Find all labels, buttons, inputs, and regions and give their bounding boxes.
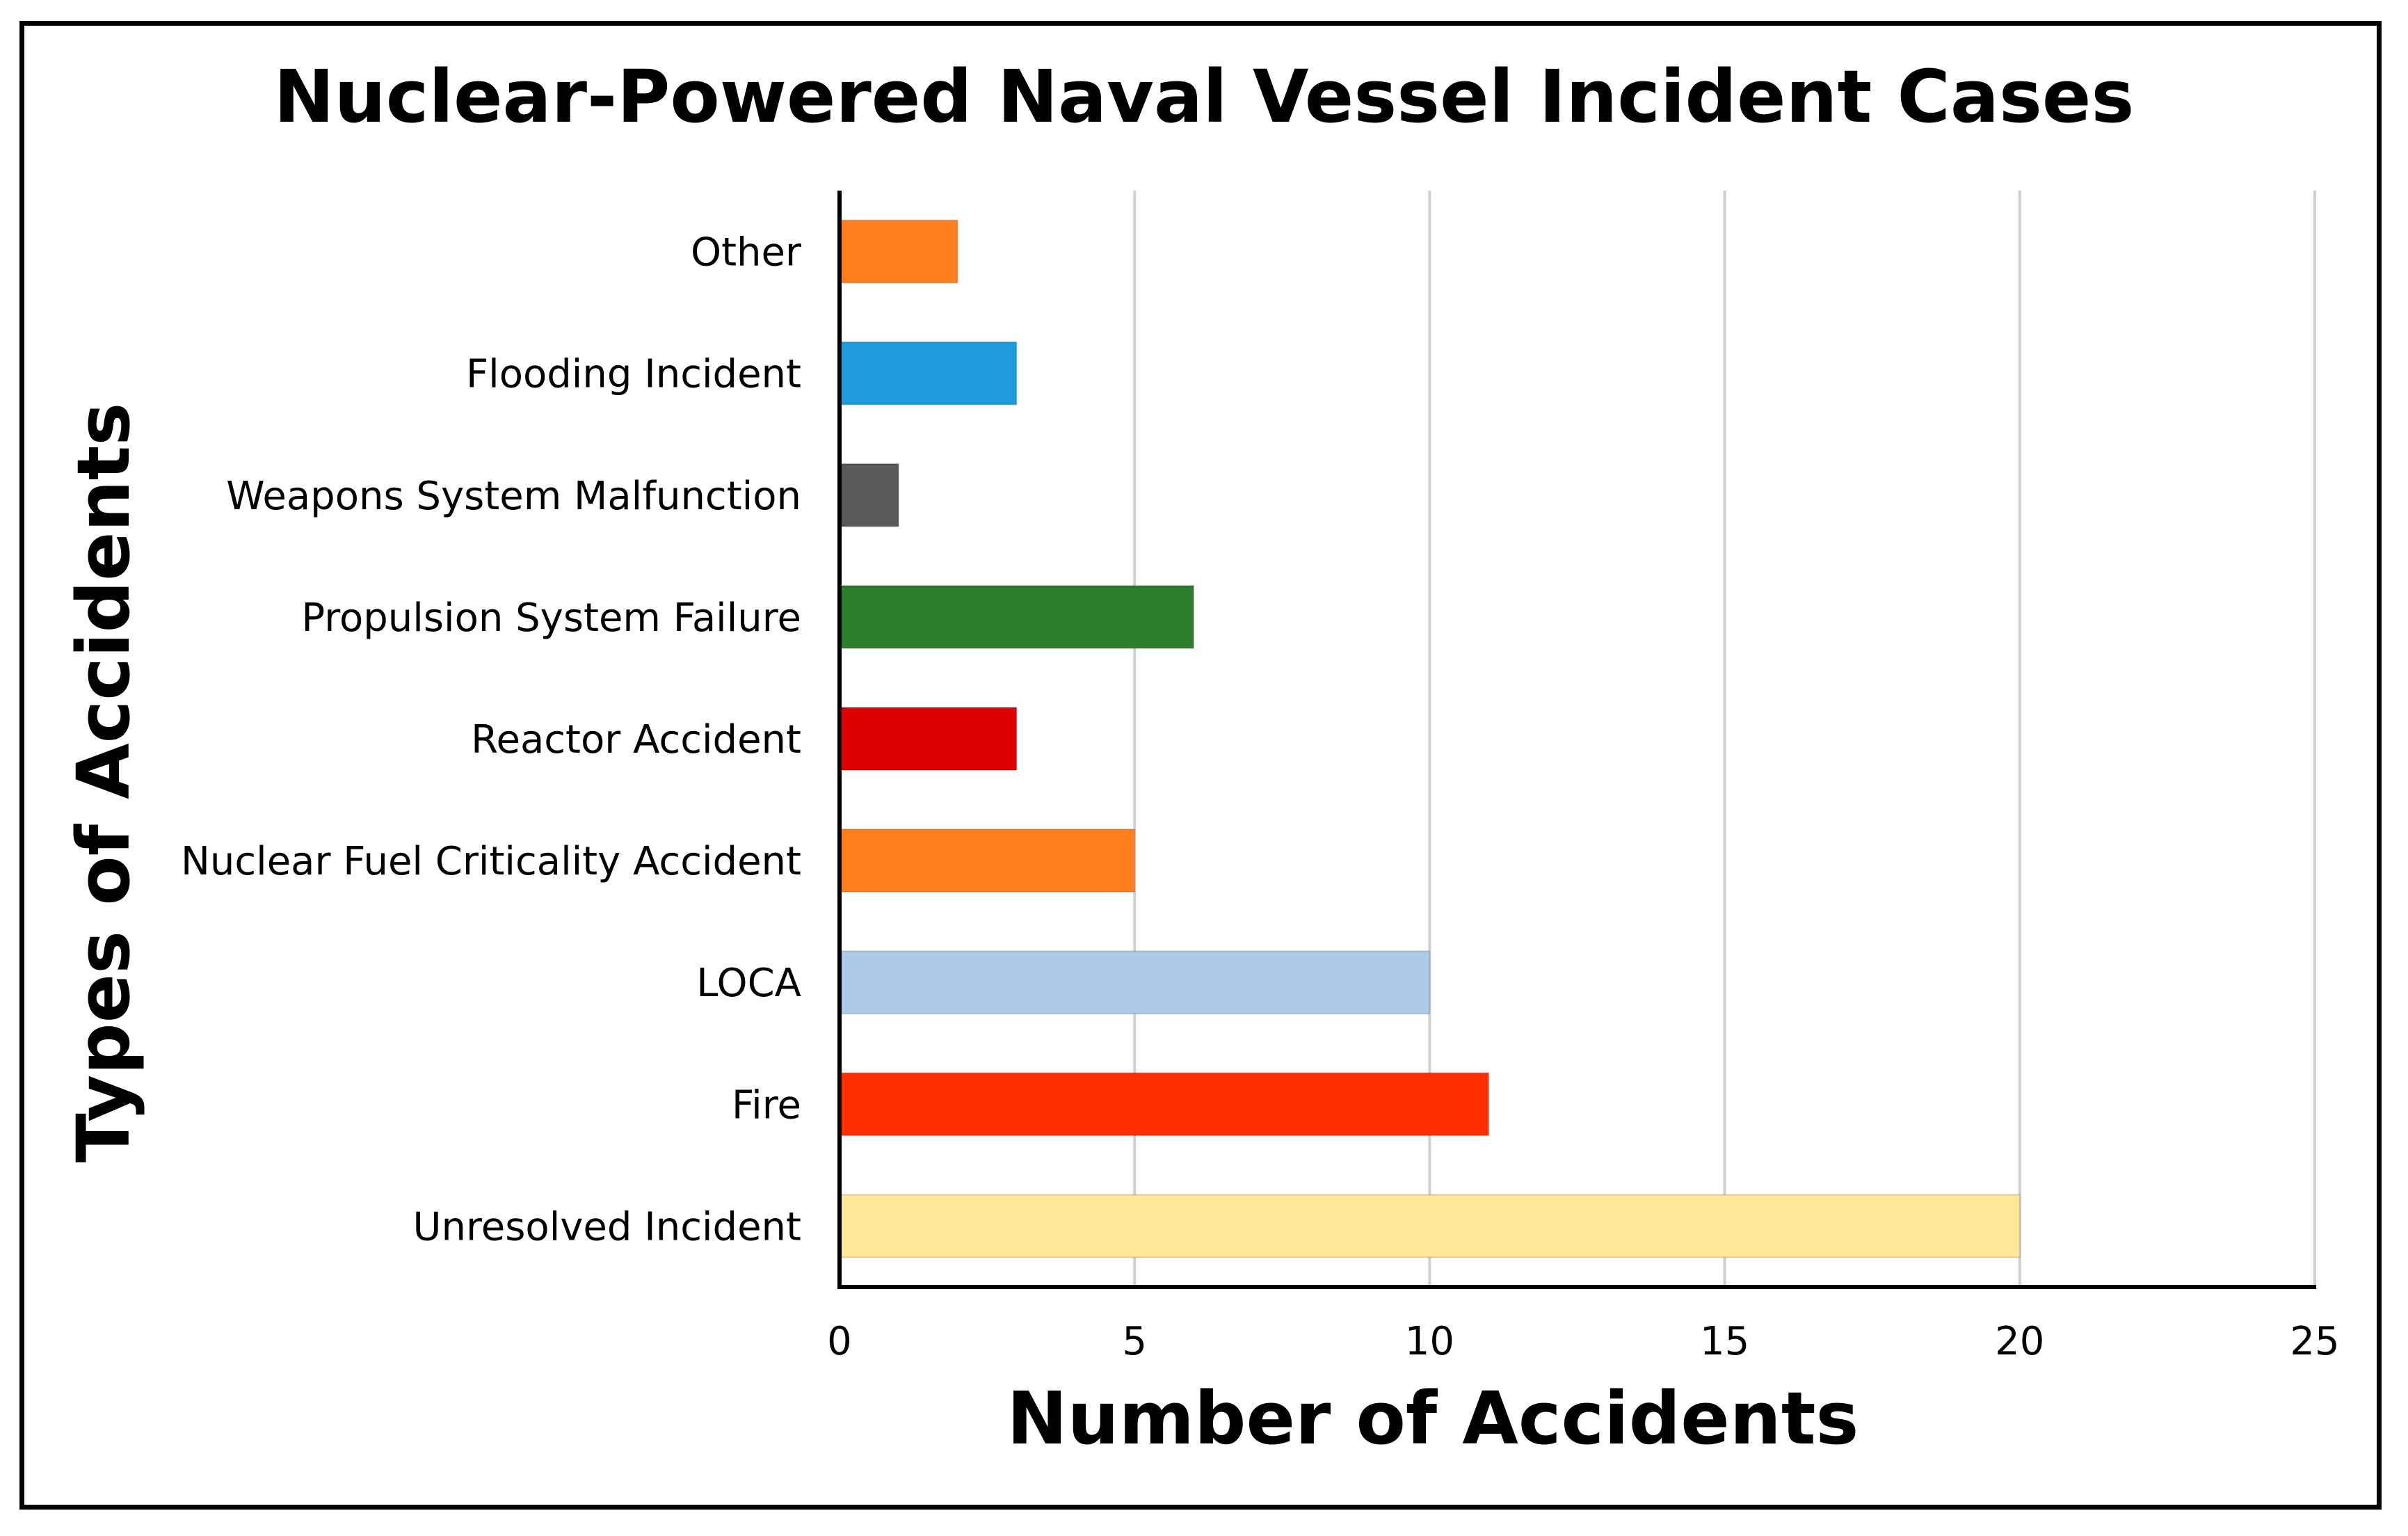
category-label: Flooding Incident	[466, 352, 801, 397]
bar	[839, 1072, 1490, 1137]
x-tick-label: 25	[2290, 1319, 2339, 1364]
axes	[837, 191, 2316, 1289]
x-tick-label: 20	[1995, 1319, 2044, 1364]
bar	[839, 219, 958, 284]
category-label: Other	[691, 230, 802, 275]
x-tick-label: 15	[1700, 1319, 1749, 1364]
chart-frame	[19, 21, 2382, 1510]
tick-labels: 0 5 10 15 20 25	[827, 1319, 2339, 1364]
y-axis-title: Types of Accidents	[61, 403, 146, 1162]
category-label: Reactor Accident	[471, 717, 801, 762]
x-tick-label: 10	[1405, 1319, 1454, 1364]
bar	[839, 707, 1018, 771]
x-axis-title: Number of Accidents	[1007, 1376, 1859, 1461]
bar	[839, 829, 1136, 893]
bar	[839, 463, 899, 527]
category-label: Unresolved Incident	[413, 1204, 801, 1249]
x-tick-label: 0	[827, 1319, 852, 1364]
bar	[839, 1194, 2021, 1258]
category-label: Propulsion System Failure	[301, 595, 801, 641]
x-tick-label: 5	[1122, 1319, 1147, 1364]
bar	[839, 950, 1431, 1015]
category-label: LOCA	[696, 961, 801, 1006]
category-label: Nuclear Fuel Criticality Accident	[181, 839, 801, 884]
chart-title: Nuclear-Powered Naval Vessel Incident Ca…	[274, 54, 2135, 139]
bar	[839, 584, 1195, 649]
category-labels: Other Flooding Incident Weapons System Mal…	[181, 230, 802, 1250]
bar	[839, 341, 1018, 406]
category-label: Fire	[732, 1082, 801, 1128]
bars	[839, 219, 2021, 1258]
category-label: Weapons System Malfunction	[226, 474, 801, 519]
